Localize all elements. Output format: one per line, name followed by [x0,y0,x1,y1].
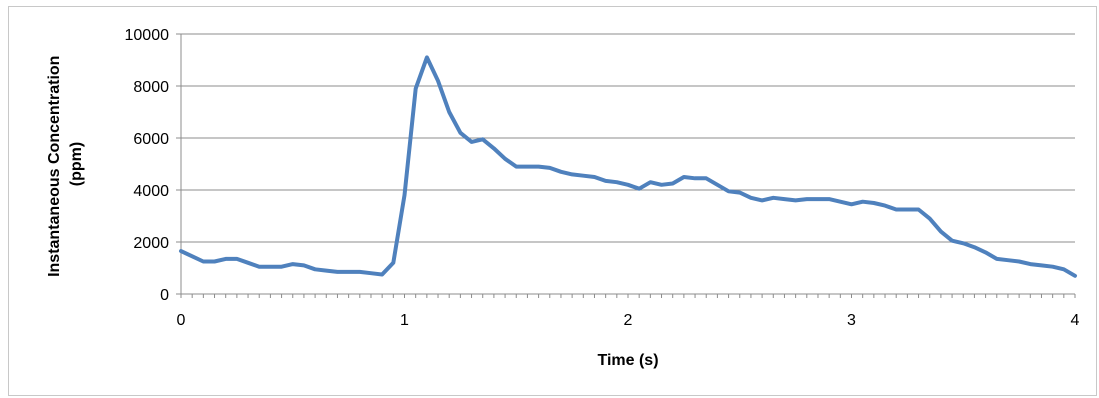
y-tick-label: 2000 [133,235,169,252]
axes [176,33,1075,295]
y-tick-label: 8000 [133,79,169,96]
x-tick-label: 1 [400,312,409,329]
chart-frame: 0 2000 4000 6000 8000 10000 0 1 2 3 4 Time (s) Ins… [8,6,1097,396]
y-tick-label: 6000 [133,131,169,148]
y-tick-label: 10000 [125,27,170,44]
series-line [179,55,1077,278]
x-tick-label: 3 [847,312,856,329]
y-axis-title-line-2: (ppm) [68,142,85,186]
series-group [179,55,1077,278]
x-tick-label: 0 [177,312,186,329]
line-chart: 0 2000 4000 6000 8000 10000 0 1 2 3 4 Time (s) Ins… [46,27,1080,369]
y-axis-title: Instantaneous Concentration (ppm) [46,51,85,277]
x-minor-ticks [180,294,1076,298]
y-tick-label: 0 [160,287,169,304]
gridlines [181,33,1075,243]
tick-labels: 0 2000 4000 6000 8000 10000 0 1 2 3 4 [125,27,1080,329]
y-axis-title-line-1: Instantaneous Concentration [46,56,63,277]
x-axis-title: Time (s) [597,352,658,369]
y-tick-label: 4000 [133,183,169,200]
x-tick-label: 4 [1071,312,1080,329]
x-tick-label: 2 [624,312,633,329]
